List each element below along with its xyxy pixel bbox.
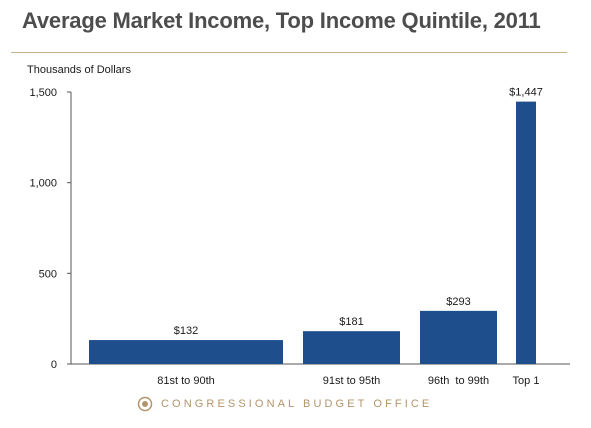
y-tick-label: 500	[39, 268, 57, 280]
y-tick-label: 1,000	[29, 178, 57, 190]
bar	[89, 340, 283, 364]
y-axis-label: Thousands of Dollars	[27, 64, 131, 76]
x-category-label: 81st to 90th	[157, 375, 215, 387]
x-category-label: 96th to 99th	[428, 375, 489, 387]
title-divider	[11, 52, 567, 53]
y-tick-label: 0	[51, 359, 57, 371]
bar	[516, 101, 536, 365]
bar-value-label: $1,447	[509, 87, 543, 99]
page-title: Average Market Income, Top Income Quinti…	[22, 8, 541, 33]
bar-value-label: $181	[339, 316, 363, 328]
bar-value-label: $132	[174, 325, 198, 337]
bar	[303, 331, 400, 364]
bar-value-label: $293	[446, 296, 470, 308]
x-category-label: Top 1	[513, 375, 540, 387]
y-tick-label: 1,500	[29, 87, 57, 99]
cbo-seal-icon	[137, 396, 153, 412]
bar	[420, 310, 497, 364]
x-category-label: 91st to 95th	[323, 375, 381, 387]
footer: CONGRESSIONAL BUDGET OFFICE	[137, 394, 432, 414]
footer-text: CONGRESSIONAL BUDGET OFFICE	[161, 398, 433, 410]
